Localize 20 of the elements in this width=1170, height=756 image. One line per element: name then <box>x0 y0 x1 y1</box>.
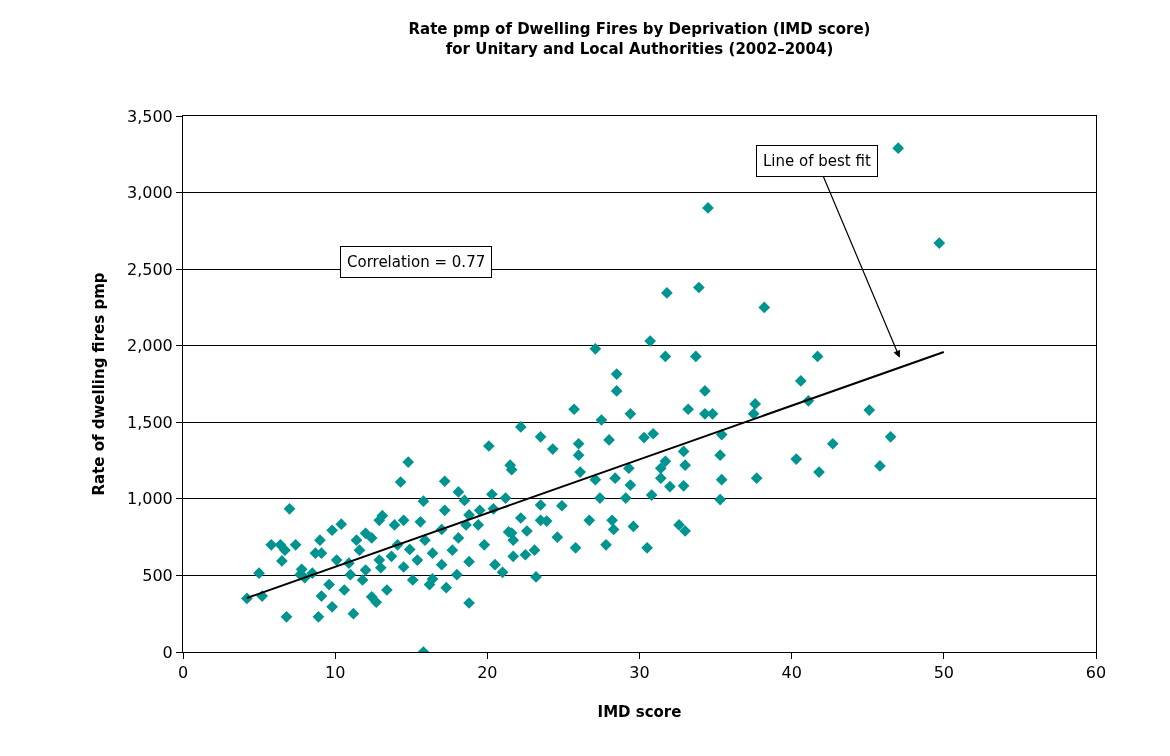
annotation: Correlation = 0.77 <box>347 253 486 271</box>
y-tick-label: 3,000 <box>126 183 173 203</box>
y-tick-label: 0 <box>162 642 173 662</box>
y-tick-label: 500 <box>142 566 173 586</box>
x-tick-label: 40 <box>781 663 802 683</box>
x-tick-label: 50 <box>933 663 955 683</box>
y-tick-label: 1,500 <box>126 412 173 432</box>
x-tick-label: 20 <box>477 663 498 683</box>
x-tick-label: 60 <box>1085 663 1107 683</box>
y-tick-label: 2,500 <box>126 259 173 279</box>
y-tick-label: 1,000 <box>126 489 173 509</box>
x-axis-title: IMD score <box>597 703 682 722</box>
y-tick-label: 2,000 <box>126 336 173 356</box>
chart-title: Rate pmp of Dwelling Fires by Deprivation (IMD score) for Unitary and Local Authorities (2002–2004) <box>408 20 871 58</box>
x-tick-label: 0 <box>177 663 189 683</box>
y-tick-label: 3,500 <box>126 106 173 126</box>
annotation: Line of best fit <box>763 152 871 170</box>
y-axis-title: Rate of dwelling fires pmp <box>90 272 109 496</box>
x-tick-label: 10 <box>324 663 346 683</box>
x-tick-label: 30 <box>629 663 650 683</box>
